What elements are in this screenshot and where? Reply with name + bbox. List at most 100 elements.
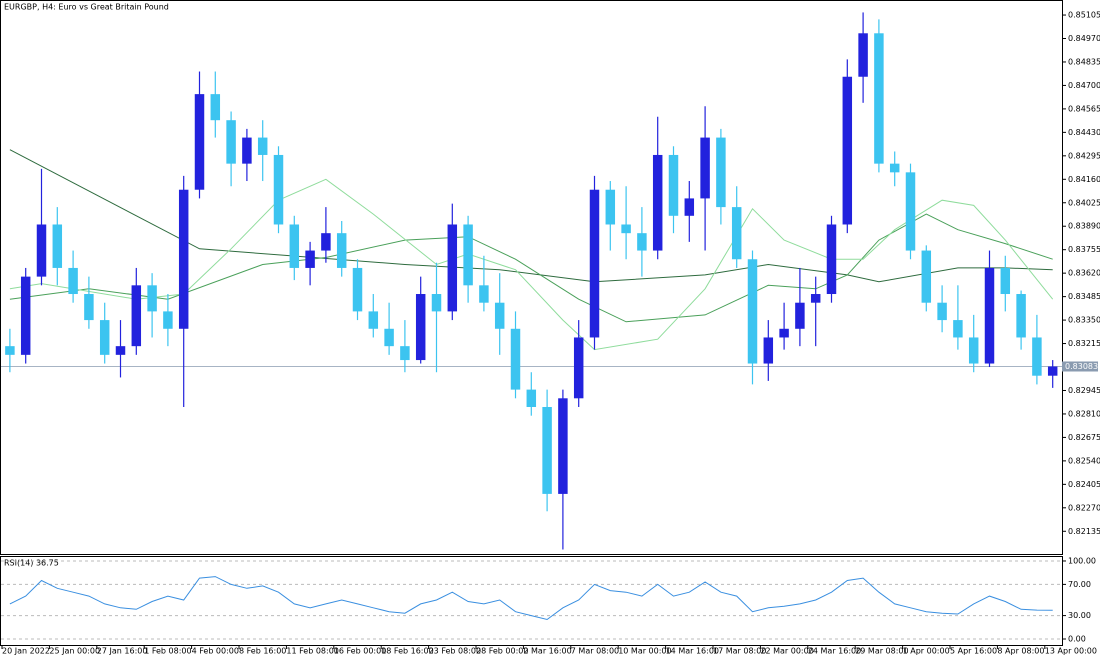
candle-body bbox=[115, 346, 126, 355]
x-tick-label: 5 Apr 16:00 bbox=[950, 647, 997, 656]
candle-body bbox=[384, 328, 394, 347]
candle-body bbox=[668, 154, 679, 216]
candle-body bbox=[921, 250, 932, 303]
candle-body bbox=[937, 302, 947, 321]
x-tick-label: 29 Mar 08:00 bbox=[855, 647, 908, 656]
x-tick-label: 4 Feb 00:00 bbox=[192, 647, 239, 656]
y-tick-label: 0.84835 bbox=[1068, 57, 1100, 66]
y-tick-label: 100.00 bbox=[1068, 556, 1096, 565]
chart-title: EURGBP, H4: Euro vs Great Britain Pound bbox=[4, 3, 169, 12]
candle-body bbox=[573, 337, 584, 399]
y-tick-label: 0.83215 bbox=[1068, 339, 1100, 348]
candle-body bbox=[273, 154, 284, 225]
y-tick-label: 0.82810 bbox=[1068, 409, 1100, 418]
candle-body bbox=[526, 389, 537, 407]
candle-body bbox=[242, 137, 252, 164]
candle-body bbox=[779, 328, 789, 338]
moving-average-line bbox=[9, 213, 1053, 323]
candle-body bbox=[558, 398, 568, 494]
candle-body bbox=[20, 276, 31, 355]
candle-body bbox=[336, 233, 347, 268]
candle-body bbox=[810, 294, 821, 303]
y-tick-label: 0.82405 bbox=[1068, 480, 1100, 489]
candle-body bbox=[905, 172, 916, 251]
candle-body bbox=[447, 224, 458, 312]
candle-body bbox=[305, 250, 315, 268]
candle-body bbox=[178, 189, 189, 329]
x-tick-label: 14 Mar 16:00 bbox=[666, 647, 719, 656]
candle-body bbox=[510, 328, 521, 390]
x-tick-label: 1 Feb 08:00 bbox=[144, 647, 191, 656]
candle-body bbox=[52, 224, 63, 268]
y-tick-label: 0.84295 bbox=[1068, 151, 1100, 160]
candle-body bbox=[352, 267, 363, 312]
candle-body bbox=[131, 285, 142, 347]
rsi-label: RSI(14) 36.75 bbox=[4, 559, 59, 568]
candle-body bbox=[1032, 337, 1042, 376]
candle-body bbox=[542, 406, 552, 494]
rsi-panel bbox=[0, 556, 1063, 646]
y-tick-label: 0.00 bbox=[1068, 634, 1086, 643]
x-tick-label: 2 Mar 16:00 bbox=[523, 647, 571, 656]
y-tick-label: 0.83350 bbox=[1068, 316, 1100, 325]
x-tick-label: 13 Apr 00:00 bbox=[1045, 647, 1097, 656]
candle-body bbox=[289, 224, 300, 268]
candle-body bbox=[889, 163, 900, 173]
candle-body bbox=[1047, 366, 1058, 376]
last-price-label: 0.83083 bbox=[1065, 362, 1098, 371]
x-tick-label: 10 Mar 00:00 bbox=[618, 647, 671, 656]
candle-body bbox=[415, 294, 426, 361]
x-tick-label: 25 Jan 00:00 bbox=[49, 647, 100, 656]
rsi-line bbox=[9, 576, 1053, 621]
candle-body bbox=[953, 320, 963, 338]
candle-body bbox=[463, 224, 473, 286]
candle-body bbox=[684, 198, 695, 216]
candle-body bbox=[36, 224, 47, 277]
y-tick-label: 0.83485 bbox=[1068, 292, 1100, 301]
candle-body bbox=[968, 337, 979, 364]
candle-body bbox=[163, 311, 173, 329]
candle-body bbox=[99, 320, 110, 355]
y-tick-label: 0.82675 bbox=[1068, 433, 1100, 442]
y-tick-label: 0.84160 bbox=[1068, 175, 1100, 184]
candle-body bbox=[226, 120, 236, 164]
candle-body bbox=[716, 137, 726, 208]
candle-body bbox=[5, 346, 15, 355]
y-tick-label: 30.00 bbox=[1068, 611, 1091, 620]
candle-body bbox=[210, 94, 221, 121]
main-panel bbox=[0, 0, 1063, 555]
candle-body bbox=[84, 294, 94, 321]
candle-body bbox=[874, 33, 884, 164]
candle-body bbox=[431, 294, 442, 312]
candle-body bbox=[321, 233, 331, 251]
x-tick-label: 23 Feb 08:00 bbox=[429, 647, 481, 656]
y-tick-label: 0.83755 bbox=[1068, 245, 1100, 254]
candle-body bbox=[700, 137, 710, 199]
x-tick-label: 11 Feb 08:00 bbox=[286, 647, 338, 656]
candle-body bbox=[400, 346, 410, 361]
x-tick-label: 1 Apr 00:00 bbox=[903, 647, 950, 656]
x-tick-label: 8 Feb 16:00 bbox=[239, 647, 286, 656]
candle-body bbox=[1016, 294, 1026, 338]
candle-body bbox=[826, 224, 837, 295]
x-tick-label: 27 Jan 16:00 bbox=[97, 647, 148, 656]
moving-average-line bbox=[9, 149, 1053, 283]
last-price-box bbox=[1062, 361, 1098, 372]
candle-body bbox=[68, 267, 78, 295]
y-tick-label: 0.83620 bbox=[1068, 269, 1100, 278]
y-tick-label: 0.83890 bbox=[1068, 222, 1100, 231]
x-tick-label: 7 Mar 08:00 bbox=[571, 647, 619, 656]
candle-body bbox=[589, 189, 600, 338]
candle-body bbox=[479, 285, 489, 303]
candle-body bbox=[194, 94, 205, 190]
candle-body bbox=[605, 189, 616, 225]
candle-body bbox=[858, 33, 868, 77]
x-tick-label: 17 Mar 08:00 bbox=[713, 647, 766, 656]
candle-body bbox=[652, 154, 663, 251]
candle-body bbox=[637, 233, 647, 251]
candle-body bbox=[747, 259, 758, 364]
candle-body bbox=[984, 267, 995, 364]
x-tick-label: 28 Feb 00:00 bbox=[476, 647, 528, 656]
y-tick-label: 0.82135 bbox=[1068, 527, 1100, 536]
candle-body bbox=[731, 207, 742, 260]
